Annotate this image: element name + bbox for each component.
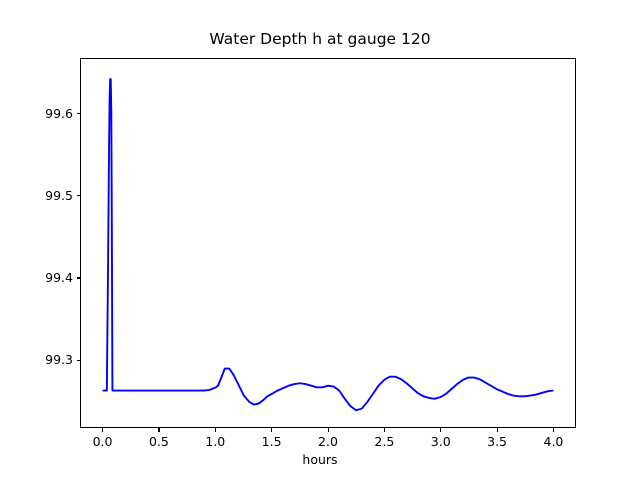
x-tick-label: 3.0 xyxy=(430,434,451,449)
x-tick-mark xyxy=(327,428,329,432)
y-tick-label: 99.4 xyxy=(45,269,73,285)
x-tick-mark xyxy=(271,428,273,432)
page-title: Water Depth h at gauge 120 xyxy=(209,30,431,48)
line-series-h xyxy=(102,78,554,412)
x-tick-mark xyxy=(383,428,385,432)
y-tick-label: 99.5 xyxy=(45,187,73,203)
y-tick-label: 99.6 xyxy=(45,105,73,121)
y-tick-mark xyxy=(76,195,80,197)
x-axis-label: hours xyxy=(302,452,338,467)
x-tick-label: 0.5 xyxy=(148,434,169,449)
x-tick-label: 0.0 xyxy=(92,434,113,449)
data-line xyxy=(102,78,554,412)
x-tick-label: 4.0 xyxy=(543,434,564,449)
x-tick-mark xyxy=(158,428,160,432)
y-tick-mark xyxy=(76,277,80,279)
y-tick-mark xyxy=(76,113,80,115)
y-tick-mark xyxy=(76,359,80,361)
x-tick-label: 3.5 xyxy=(487,434,508,449)
x-tick-label: 1.0 xyxy=(205,434,226,449)
y-tick-label: 99.3 xyxy=(45,352,73,368)
x-tick-label: 2.0 xyxy=(318,434,338,449)
x-tick-mark xyxy=(102,428,104,432)
x-tick-mark xyxy=(496,428,498,432)
x-tick-label: 1.5 xyxy=(261,434,282,449)
x-tick-mark xyxy=(214,428,216,432)
plot-area xyxy=(80,58,576,428)
x-tick-label: 2.5 xyxy=(374,434,395,449)
x-tick-mark xyxy=(552,428,555,432)
x-tick-mark xyxy=(440,428,442,432)
